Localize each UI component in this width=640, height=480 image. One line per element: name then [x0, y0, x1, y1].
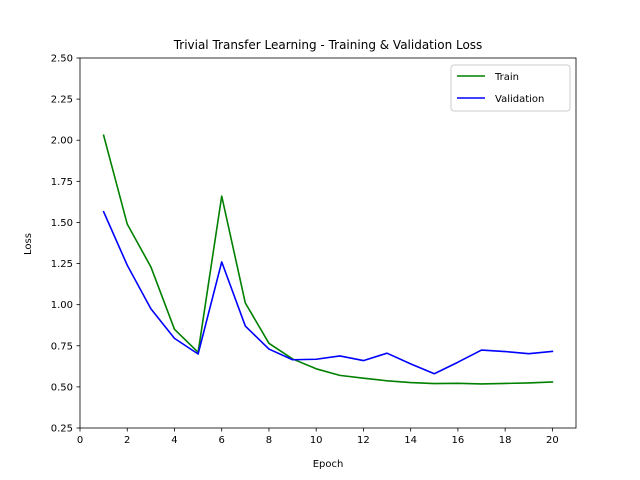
y-tick-label: 1.75	[51, 177, 73, 188]
x-tick-label: 8	[266, 435, 272, 446]
plot-frame	[79, 57, 577, 429]
y-tick-label: 2.25	[51, 95, 73, 106]
y-tick-label: 2.00	[51, 136, 73, 147]
x-tick-label: 14	[404, 435, 417, 446]
y-tick-label: 1.00	[51, 300, 73, 311]
x-tick-label: 20	[546, 435, 559, 446]
x-axis-label: Epoch	[313, 459, 344, 470]
legend: Train Validation	[450, 64, 571, 112]
x-tick-label: 16	[452, 435, 465, 446]
y-tick-label: 2.50	[51, 54, 73, 65]
y-axis-label: Loss	[23, 233, 34, 255]
legend-label-validation: Validation	[495, 94, 544, 105]
x-axis: 0 2 4 6 8 10 12 14 16 18 20	[77, 428, 559, 446]
y-tick-label: 0.50	[51, 382, 73, 393]
series-line-train	[102, 134, 554, 385]
series-layer	[102, 134, 554, 385]
y-tick-label: 0.25	[51, 424, 73, 435]
x-tick-label: 10	[310, 435, 323, 446]
y-tick-label: 1.50	[51, 218, 73, 229]
y-tick-label: 0.75	[51, 341, 73, 352]
series-line-validation	[102, 210, 554, 375]
legend-label-train: Train	[494, 72, 519, 83]
x-tick-label: 18	[499, 435, 512, 446]
x-tick-label: 12	[357, 435, 370, 446]
x-tick-label: 4	[171, 435, 177, 446]
x-tick-label: 6	[219, 435, 225, 446]
y-axis: 0.25 0.50 0.75 1.00 1.25 1.50 1.75 2.00 2.25 2.50	[51, 54, 80, 435]
x-tick-label: 0	[77, 435, 83, 446]
y-tick-label: 1.25	[51, 259, 73, 270]
chart-title: Trivial Transfer Learning - Training & V…	[173, 38, 483, 52]
x-tick-label: 2	[124, 435, 130, 446]
